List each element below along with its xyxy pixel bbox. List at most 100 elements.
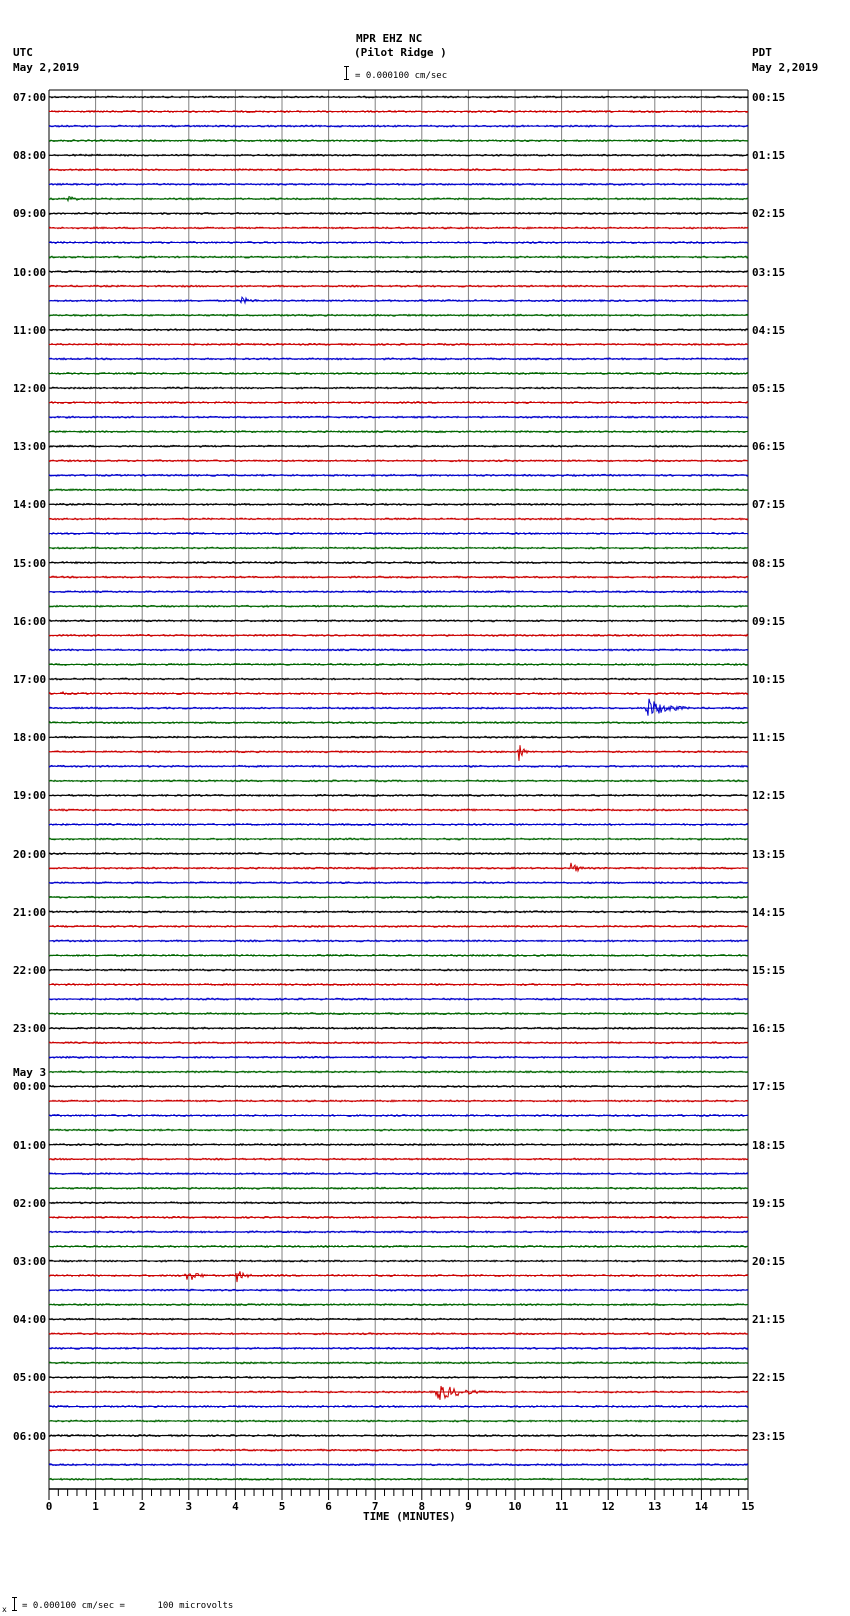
trace-line: [48, 924, 749, 929]
trace-line: [48, 808, 749, 812]
trace-line: [48, 226, 748, 230]
trace-line: [48, 698, 749, 716]
x-tick-label: 1: [92, 1500, 99, 1513]
trace-line: [48, 1215, 749, 1220]
trace-line: [48, 1040, 749, 1045]
trace-line: [48, 1128, 749, 1132]
pdt-hour-label: 21:15: [752, 1313, 786, 1327]
trace-line: [48, 1477, 749, 1482]
x-tick-label: 5: [278, 1500, 286, 1513]
trace-line: [48, 779, 749, 783]
trace-line: [48, 195, 749, 203]
utc-hour-label: 11:00: [13, 323, 47, 337]
trace-line: [48, 269, 749, 274]
scale-bar-cap-top: [344, 66, 349, 67]
trace-line: [48, 1200, 749, 1205]
utc-hour-label: 23:00: [13, 1022, 47, 1036]
utc-hour-label: 00:00: [13, 1080, 47, 1094]
trace-line: [48, 357, 749, 361]
trace-line: [49, 837, 749, 841]
trace-line: [48, 560, 749, 565]
trace-line: [48, 1157, 749, 1161]
utc-hour-label: 21:00: [13, 905, 47, 919]
trace-line: [48, 124, 749, 128]
utc-hour-label: 22:00: [13, 964, 47, 977]
station-title: MPR EHZ NC: [356, 32, 423, 45]
utc-hour-label: 09:00: [13, 207, 47, 221]
x-tick-label: 9: [465, 1500, 472, 1513]
pdt-hour-label: 19:15: [752, 1196, 786, 1210]
trace-line: [48, 793, 749, 798]
trace-line: [48, 862, 749, 873]
utc-hour-label: 06:00: [13, 1429, 47, 1443]
footer-scale-cap-bottom: [12, 1610, 17, 1611]
utc-hour-label: 13:00: [13, 440, 47, 454]
utc-hour-label: 12:00: [13, 382, 47, 395]
trace-line: [48, 851, 749, 856]
station-location: (Pilot Ridge ): [354, 46, 447, 59]
trace-line: [48, 662, 749, 667]
trace-line: [48, 1099, 749, 1103]
trace-line: [48, 822, 749, 827]
x-tick-label: 15: [741, 1500, 755, 1513]
trace-line: [48, 313, 749, 318]
x-tick-label: 3: [185, 1500, 193, 1513]
trace-line: [48, 1026, 749, 1031]
pdt-hour-label: 07:15: [752, 498, 786, 512]
trace-line: [48, 1331, 749, 1336]
trace-line: [48, 997, 749, 1001]
trace-line: [49, 415, 749, 419]
pdt-hour-label: 12:15: [752, 789, 786, 803]
trace-line: [48, 1055, 749, 1060]
trace-line: [48, 1186, 749, 1190]
pdt-hour-label: 15:15: [752, 964, 786, 977]
x-tick-label: 14: [694, 1500, 709, 1513]
trace-line: [48, 444, 749, 449]
trace-line: [48, 648, 749, 652]
utc-hour-label: 10:00: [13, 265, 47, 279]
trace-line: [48, 1419, 749, 1423]
utc-hour-label: 02:00: [13, 1196, 47, 1210]
pdt-hour-label: 18:15: [752, 1138, 786, 1152]
utc-hour-label: 15:00: [13, 556, 47, 570]
utc-hour-label: 17:00: [13, 673, 47, 686]
trace-line: [48, 138, 749, 143]
footer-scale-bar-icon: [14, 1597, 15, 1611]
trace-line: [48, 1271, 749, 1283]
trace-line: [48, 95, 749, 99]
trace-line: [48, 546, 749, 550]
trace-line: [48, 895, 749, 899]
utc-hour-label: 20:00: [13, 847, 47, 861]
trace-line: [49, 939, 749, 943]
x-axis-label: TIME (MINUTES): [363, 1510, 456, 1523]
pdt-hour-label: 10:15: [752, 673, 786, 686]
utc-hour-label: 14:00: [13, 498, 47, 512]
utc-hour-label: 18:00: [13, 731, 47, 745]
trace-line: [49, 400, 749, 405]
trace-line: [48, 153, 749, 158]
date-change-label: May 3: [13, 1066, 47, 1080]
pdt-hour-label: 03:15: [752, 265, 786, 279]
x-tick-label: 8: [418, 1500, 426, 1513]
trace-line: [48, 1070, 749, 1074]
utc-hour-label: 05:00: [13, 1371, 47, 1385]
footer-scale-prefix: x: [2, 1605, 7, 1614]
x-tick-label: 13: [648, 1500, 662, 1513]
trace-line: [48, 182, 749, 187]
utc-hour-label: 16:00: [13, 614, 47, 628]
right-date: May 2,2019: [752, 61, 819, 74]
x-tick-label: 12: [601, 1500, 615, 1513]
trace-line: [48, 880, 749, 885]
scale-bar-cap-bottom: [344, 79, 349, 80]
pdt-hour-label: 09:15: [752, 614, 786, 628]
trace-line: [48, 517, 749, 521]
trace-line: [48, 1259, 749, 1263]
scale-bar-icon: [346, 66, 347, 80]
trace-line: [48, 735, 749, 740]
trace-line: [48, 1433, 749, 1438]
trace-line: [48, 589, 749, 594]
trace-line: [48, 1113, 749, 1118]
right-timezone: PDT: [752, 46, 772, 59]
footer-scale-text: = 0.000100 cm/sec = 100 microvolts: [22, 1601, 234, 1611]
